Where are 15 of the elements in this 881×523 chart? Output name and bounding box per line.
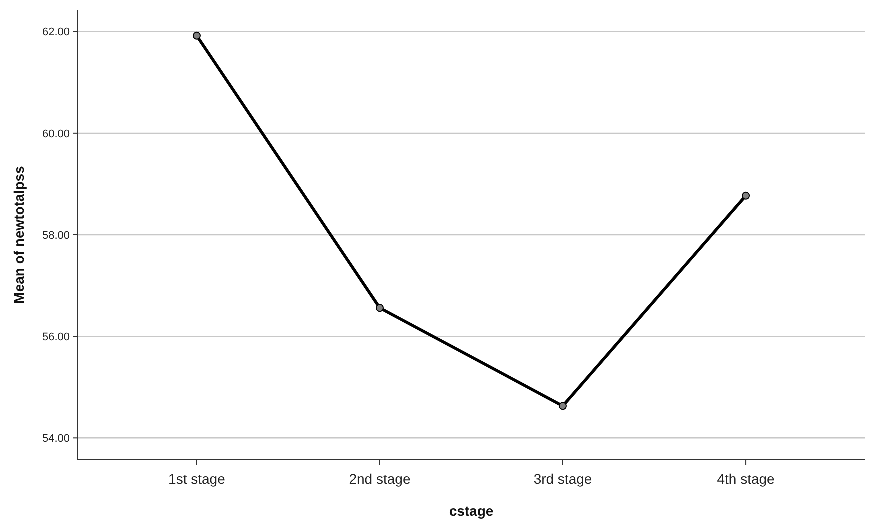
y-tick-label: 56.00 [42, 331, 70, 344]
y-tick-label: 60.00 [42, 128, 70, 140]
y-axis-title: Mean of newtotalpss [11, 166, 27, 304]
point [192, 32, 201, 40]
y-tick-label: 54.00 [42, 433, 70, 446]
x-tick-label: 4th stage [717, 471, 776, 487]
y-tick-label: 58.00 [42, 230, 70, 242]
point [376, 304, 384, 312]
x-tick-label: 3rd stage [534, 471, 592, 487]
x-axis-title: cstage [449, 503, 494, 519]
point [559, 402, 568, 410]
y-tick-label: 62.00 [42, 26, 70, 39]
x-tick-label: 2nd stage [349, 471, 411, 487]
point [742, 192, 750, 200]
x-tick-label: 1st stage [168, 471, 226, 487]
